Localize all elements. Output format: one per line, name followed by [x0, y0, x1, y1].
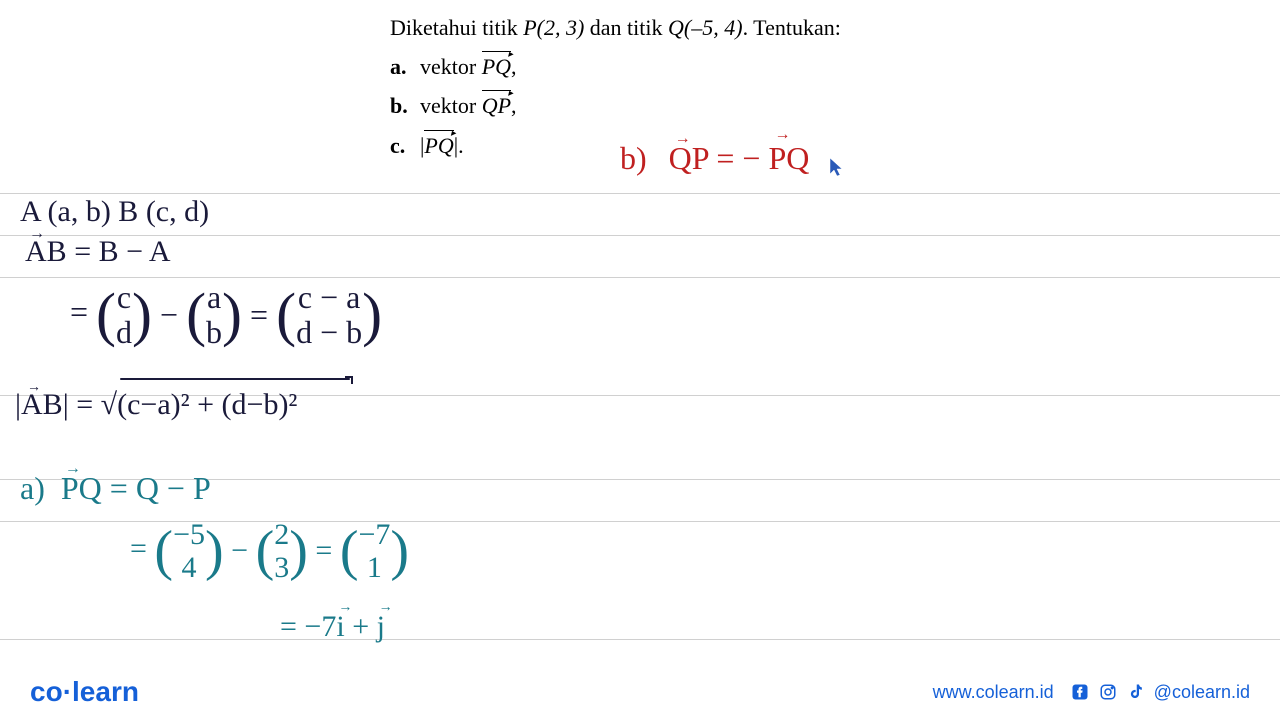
- vector-qp: ▸QP: [482, 88, 511, 123]
- problem-item-a: a. vektor ▸PQ,: [390, 49, 841, 84]
- hw-matrix-eq: = (cd) − (ab) = (c − ad − b): [70, 280, 382, 350]
- instagram-icon: [1098, 682, 1118, 702]
- hw-points-ab: A (a, b) B (c, d): [20, 195, 209, 229]
- facebook-icon: [1070, 682, 1090, 702]
- cursor-icon: [830, 158, 846, 178]
- hw-part-a-matrix: = (−54) − (23) = (−71): [130, 518, 409, 584]
- hw-part-b: b) →QP = − →PQ: [620, 140, 809, 177]
- sqrt-overbar: [120, 378, 350, 380]
- tiktok-icon: [1126, 682, 1146, 702]
- footer-url: www.colearn.id: [933, 682, 1054, 703]
- logo: co·learn: [30, 676, 139, 708]
- vector-pq: ▸PQ: [482, 49, 511, 84]
- vector-pq-magnitude: ▸PQ: [424, 128, 453, 163]
- social-icons: @colearn.id: [1070, 682, 1250, 703]
- footer-right: www.colearn.id @colearn.id: [933, 682, 1250, 703]
- hw-part-a: a) →PQ = Q − P: [20, 470, 211, 507]
- footer: co·learn www.colearn.id @colearn.id: [0, 676, 1280, 708]
- hw-magnitude: |→AB| = √(c−a)² + (d−b)²: [15, 388, 297, 422]
- hw-ab-vector: →AB = B − A: [25, 235, 171, 269]
- hw-part-a-result: = −7→i + →j: [280, 610, 385, 644]
- problem-item-b: b. vektor ▸QP,: [390, 88, 841, 123]
- problem-title: Diketahui titik P(2, 3) dan titik Q(–5, …: [390, 10, 841, 45]
- footer-handle: @colearn.id: [1154, 682, 1250, 703]
